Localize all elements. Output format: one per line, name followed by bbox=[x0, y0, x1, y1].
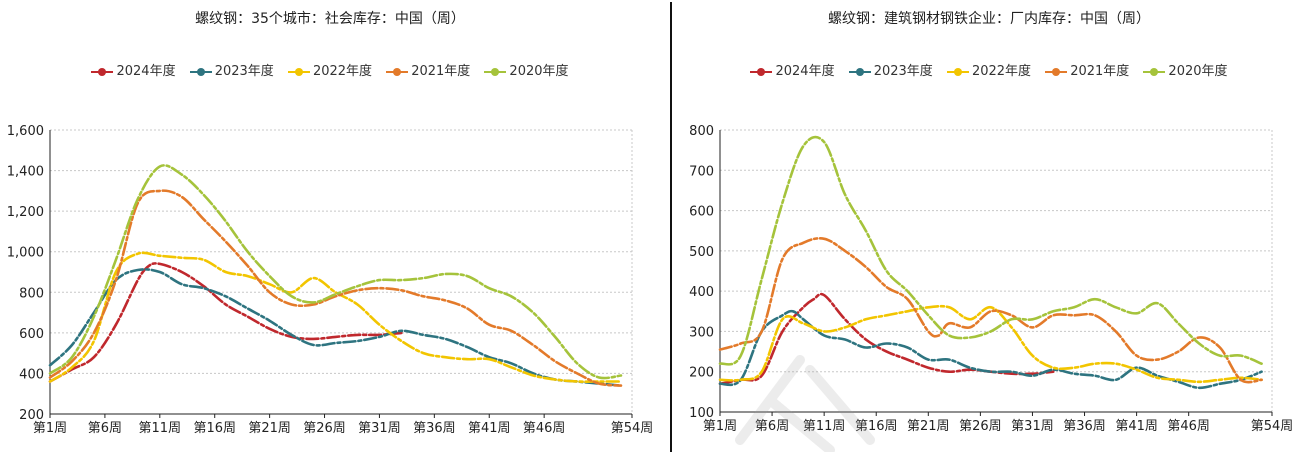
x-tick-label: 第36周 bbox=[413, 421, 456, 436]
legend-item-2022[interactable]: 2022年度 bbox=[287, 60, 373, 79]
y-tick-label: 700 bbox=[689, 164, 714, 179]
x-tick-label: 第54周 bbox=[611, 421, 654, 436]
legend-marker-2023 bbox=[848, 68, 871, 76]
series-line-2022[interactable] bbox=[718, 304, 1263, 384]
legend-item-2023[interactable]: 2023年度 bbox=[848, 60, 933, 79]
x-tick-label: 第26周 bbox=[303, 421, 346, 436]
legend-label-2021: 2021年度 bbox=[411, 64, 471, 79]
chart-legend: 2024年度 2023年度 2022年度 2021年度 2020年度 bbox=[0, 60, 660, 79]
chart-title: 螺纹钢：35个城市：社会库存：中国（周） bbox=[195, 11, 465, 27]
y-tick-label: 300 bbox=[689, 325, 714, 340]
series-line-2021[interactable] bbox=[48, 189, 623, 387]
y-tick-label: 600 bbox=[19, 327, 44, 342]
series-line-2021[interactable] bbox=[718, 237, 1263, 384]
x-tick-label: 第11周 bbox=[139, 421, 182, 436]
x-tick-label: 第26周 bbox=[959, 419, 1002, 434]
legend-label-2024: 2024年度 bbox=[116, 64, 176, 79]
legend-item-2021[interactable]: 2021年度 bbox=[1045, 60, 1129, 79]
legend-marker-2024 bbox=[91, 68, 114, 76]
y-tick-label: 500 bbox=[689, 245, 714, 260]
x-tick-label: 第1周 bbox=[33, 421, 67, 436]
x-tick-label: 第1周 bbox=[703, 419, 737, 434]
y-tick-label: 400 bbox=[19, 367, 44, 382]
x-tick-label: 第6周 bbox=[88, 421, 122, 436]
y-tick-label: 600 bbox=[689, 205, 714, 220]
y-tick-label: 400 bbox=[689, 285, 714, 300]
x-tick-label: 第16周 bbox=[855, 419, 898, 434]
x-tick-label: 第54周 bbox=[1251, 419, 1294, 434]
legend-item-2020[interactable]: 2020年度 bbox=[484, 60, 569, 79]
legend-label-2020: 2020年度 bbox=[1168, 64, 1228, 79]
chart-panel-left: 螺纹钢：35个城市：社会库存：中国（周） 2024年度 2023年度 2022年… bbox=[0, 11, 660, 436]
legend-item-2020[interactable]: 2020年度 bbox=[1143, 60, 1228, 79]
y-tick-label: 1,400 bbox=[7, 165, 44, 180]
chart-title: 螺纹钢：建筑钢材钢铁企业：厂内库存：中国（周） bbox=[828, 11, 1150, 27]
legend-label-2024: 2024年度 bbox=[775, 64, 835, 79]
series-line-2020[interactable] bbox=[48, 164, 623, 380]
y-tick-label: 200 bbox=[19, 408, 44, 423]
series-line-2020[interactable] bbox=[718, 135, 1263, 366]
y-tick-label: 1,600 bbox=[7, 124, 44, 139]
legend-marker-2023 bbox=[189, 68, 212, 76]
x-tick-label: 第36周 bbox=[1063, 419, 1106, 434]
x-tick-label: 第16周 bbox=[193, 421, 236, 436]
y-tick-label: 800 bbox=[689, 124, 714, 139]
y-tick-label: 800 bbox=[19, 286, 44, 301]
legend-item-2021[interactable]: 2021年度 bbox=[386, 60, 470, 79]
y-tick-label: 1,000 bbox=[7, 246, 44, 261]
x-tick-label: 第21周 bbox=[907, 419, 950, 434]
legend-item-2024[interactable]: 2024年度 bbox=[750, 60, 835, 79]
line-chart-left: 200 400 600 800 1,000 1,200 1,400 1,600 第1周 第6周 第1… bbox=[7, 124, 654, 436]
legend-marker-2022 bbox=[946, 68, 969, 76]
legend-marker-2020 bbox=[484, 68, 507, 76]
legend-label-2022: 2022年度 bbox=[312, 64, 373, 79]
legend-marker-2021 bbox=[386, 68, 409, 76]
x-tick-label: 第6周 bbox=[755, 419, 789, 434]
x-tick-label: 第31周 bbox=[1011, 419, 1054, 434]
x-tick-label: 第46周 bbox=[523, 421, 566, 436]
series-line-2023[interactable] bbox=[48, 268, 623, 387]
chart-legend: 2024年度 2023年度 2022年度 2021年度 2020年度 bbox=[676, 60, 1302, 79]
y-tick-label: 1,200 bbox=[7, 205, 44, 220]
legend-label-2023: 2023年度 bbox=[873, 64, 933, 79]
x-tick-label: 第11周 bbox=[803, 419, 846, 434]
legend-marker-2024 bbox=[750, 68, 773, 76]
legend-label-2023: 2023年度 bbox=[214, 64, 274, 79]
series-line-2024[interactable] bbox=[48, 262, 403, 383]
legend-item-2022[interactable]: 2022年度 bbox=[946, 60, 1032, 79]
x-tick-label: 第41周 bbox=[1115, 419, 1158, 434]
legend-marker-2022 bbox=[287, 68, 310, 76]
legend-marker-2021 bbox=[1045, 68, 1068, 76]
legend-item-2024[interactable]: 2024年度 bbox=[91, 60, 176, 79]
x-tick-label: 第46周 bbox=[1167, 419, 1210, 434]
legend-label-2021: 2021年度 bbox=[1070, 64, 1130, 79]
series-line-2022[interactable] bbox=[48, 251, 623, 383]
legend-marker-2020 bbox=[1143, 68, 1166, 76]
y-tick-label: 100 bbox=[689, 406, 714, 421]
x-tick-label: 第41周 bbox=[468, 421, 511, 436]
x-tick-label: 第21周 bbox=[248, 421, 291, 436]
legend-item-2023[interactable]: 2023年度 bbox=[189, 60, 274, 79]
y-tick-label: 200 bbox=[689, 366, 714, 381]
panel-divider bbox=[670, 2, 672, 452]
legend-label-2022: 2022年度 bbox=[971, 64, 1032, 79]
x-tick-label: 第31周 bbox=[358, 421, 401, 436]
chart-panel-right: 螺纹钢：建筑钢材钢铁企业：厂内库存：中国（周） 2024年度 2023年度 20… bbox=[676, 0, 1302, 452]
legend-label-2020: 2020年度 bbox=[509, 64, 569, 79]
